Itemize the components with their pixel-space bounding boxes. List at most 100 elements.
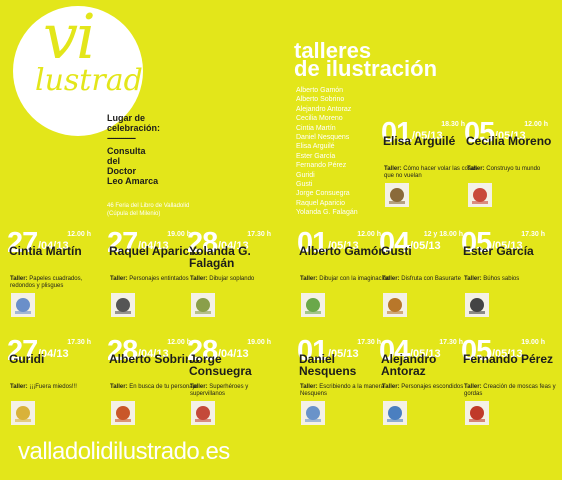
workshop-prefix: Taller: <box>464 384 484 390</box>
workshop-title: Taller: ¡¡¡Fuera miedos!!! <box>10 384 77 390</box>
page-title-line1: talleres <box>294 38 372 63</box>
workshop-card: 01/05/13 12.00 h Alberto Gamón Taller: Dibu… <box>297 229 393 320</box>
illustrator-name: Raquel Aparicio <box>296 199 346 207</box>
workshop-illustrator: Jorge Consuegra <box>189 352 252 378</box>
workshop-illustrator: Alberto Gamón <box>299 244 386 258</box>
basurarte-illustration <box>383 293 407 317</box>
workshop-time: 17.30 h <box>67 339 91 346</box>
workshop-title: Taller: Construyo tu mundo <box>467 166 541 172</box>
logo-vi: vi <box>43 6 96 73</box>
workshop-prefix: Taller: <box>382 276 402 282</box>
workshop-title: Taller: Dibujar con la imaginación <box>300 276 390 282</box>
workshop-day: 28 <box>187 227 218 259</box>
workshop-card: 04/05/13 12 y 18.00 h Gusti Taller: Disfrut… <box>379 227 475 320</box>
workshop-illustrator: Daniel Nesquens <box>299 352 357 378</box>
workshop-prefix: Taller: <box>464 276 484 282</box>
workshop-illustrator: Guridi <box>9 352 45 366</box>
illustrator-name: Fernando Pérez <box>296 162 347 170</box>
workshop-card: 28/04/13 19.00 h Jorge Consuegra Taller: Su… <box>187 335 283 428</box>
workshop-illustrator: Elisa Arguilé <box>383 134 456 148</box>
website-link[interactable]: valladolidilustrado.es <box>18 438 230 465</box>
workshop-day: 27 <box>7 335 38 367</box>
blown-ink-illustration <box>191 293 215 317</box>
illustrator-name: Daniel Nesquens <box>296 134 350 142</box>
workshop-month: /04/13 <box>38 348 69 360</box>
workshop-day: 04 <box>379 335 410 367</box>
workshop-time: 12 y 18.00 h <box>423 231 463 238</box>
workshop-day: 01 <box>381 117 412 149</box>
venue-place: Doctor <box>107 166 136 176</box>
fly-illustration <box>465 401 489 425</box>
workshop-month: /05/13 <box>328 240 359 252</box>
imagination-illustration <box>301 293 325 317</box>
workshop-month: /04/13 <box>38 240 69 252</box>
page-title-line2: de ilustración <box>294 56 438 81</box>
fear-illustration <box>11 401 35 425</box>
workshop-card: 28/04/13 17.30 h Yolanda G. Falagán Taller:… <box>187 227 283 320</box>
illustrator-name: Alberto Gamón <box>296 87 344 94</box>
ink-character-illustration <box>111 293 135 317</box>
venue-block: Lugar de celebración: -------------- Con… <box>107 113 160 186</box>
workshop-month: /04/13 <box>218 348 249 360</box>
workshop-day: 27 <box>107 227 138 259</box>
workshop-day: 04 <box>379 227 410 259</box>
venue-label: celebración: <box>107 123 161 133</box>
workshop-prefix: Taller: <box>300 384 320 390</box>
workshop-title: Taller: En busca de tu personaje <box>110 384 198 390</box>
workshop-illustrator: Alejandro Antoraz <box>381 352 437 378</box>
workshop-card: 05/05/13 19.00 h Fernando Pérez Taller: Cre… <box>461 337 557 428</box>
workshop-illustrator: Fernando Pérez <box>463 352 554 366</box>
workshop-prefix: Taller: <box>110 276 130 282</box>
workshop-month: /04/13 <box>138 348 169 360</box>
workshop-month: /05/13 <box>492 240 523 252</box>
workshop-illustrator: Gusti <box>381 244 412 258</box>
workshop-day: 28 <box>187 335 218 367</box>
workshop-time: 12.00 h <box>357 231 381 238</box>
workshop-card: 01/05/13 18.30 h Elisa Arguilé Taller: Cómo… <box>381 117 477 210</box>
venue-place: del <box>107 156 121 166</box>
logo-lustrado: lustrado <box>35 63 143 98</box>
illustrator-name: Cecilia Moreno <box>296 115 343 123</box>
workshop-prefix: Taller: <box>384 166 404 172</box>
workshop-month: /04/13 <box>218 240 249 252</box>
workshop-time: 19.00 h <box>521 339 545 346</box>
superhero-illustration <box>191 401 215 425</box>
workshop-time: 12.00 h <box>67 231 91 238</box>
workshop-day: 05 <box>464 117 495 149</box>
workshop-card: 27/04/13 17.30 h Guridi Taller: ¡¡¡Fuera mi… <box>7 335 103 428</box>
illustrators-list: Alberto Gamón Alberto Sobrino Alejandro … <box>296 86 358 218</box>
venue-place: Leo Amarca <box>107 176 159 186</box>
workshop-title: Taller: Personajes entintados <box>110 276 189 282</box>
workshop-illustrator: Raquel Aparicio <box>109 244 200 258</box>
workshop-day: 28 <box>107 335 138 367</box>
address-line: 46 Feria del Libro de Valladolid <box>107 203 190 209</box>
workshop-card: 01/05/13 17.30 h Daniel Nesquens Taller: Es… <box>297 335 393 428</box>
workshop-prefix: Taller: <box>10 276 30 282</box>
workshop-card: 05/05/13 12.00 h Cecilia Moreno Taller: Con… <box>464 117 560 210</box>
hidden-characters-illustration <box>383 401 407 425</box>
illustrator-name: Alejandro Antoraz <box>296 105 352 113</box>
illustrator-name: Guridi <box>296 171 315 179</box>
workshop-card: 27/04/13 12.00 h Cintia Martín Taller: Pape… <box>7 227 103 320</box>
venue-label: Lugar de <box>107 113 146 123</box>
workshop-time: 19.00 h <box>167 231 191 238</box>
workshop-prefix: Taller: <box>467 166 487 172</box>
workshop-title: Taller: Creación de moscas feas y gordas <box>464 384 556 397</box>
workshop-illustrator: Ester García <box>463 244 534 258</box>
workshop-month: /05/13 <box>410 348 441 360</box>
workshop-title: Taller: Búhos sabios <box>464 276 520 282</box>
paper-illustration <box>11 293 35 317</box>
character-illustration <box>111 401 135 425</box>
workshop-time: 17.30 h <box>247 231 271 238</box>
workshop-month: /05/13 <box>492 348 523 360</box>
illustrator-name: Gusti <box>296 181 313 189</box>
workshop-card: 04/05/13 17.30 h Alejandro Antoraz Taller: … <box>379 335 475 428</box>
workshop-day: 01 <box>297 335 328 367</box>
workshop-illustrator: Alberto Sobrino <box>109 352 200 366</box>
illustrator-name: Ester García <box>296 152 336 160</box>
workshop-time: 12.00 h <box>167 339 191 346</box>
workshop-illustrator: Yolanda G. Falagán <box>189 244 251 270</box>
workshop-time: 12.00 h <box>524 121 548 128</box>
workshop-day: 27 <box>7 227 38 259</box>
workshop-prefix: Taller: <box>190 384 210 390</box>
